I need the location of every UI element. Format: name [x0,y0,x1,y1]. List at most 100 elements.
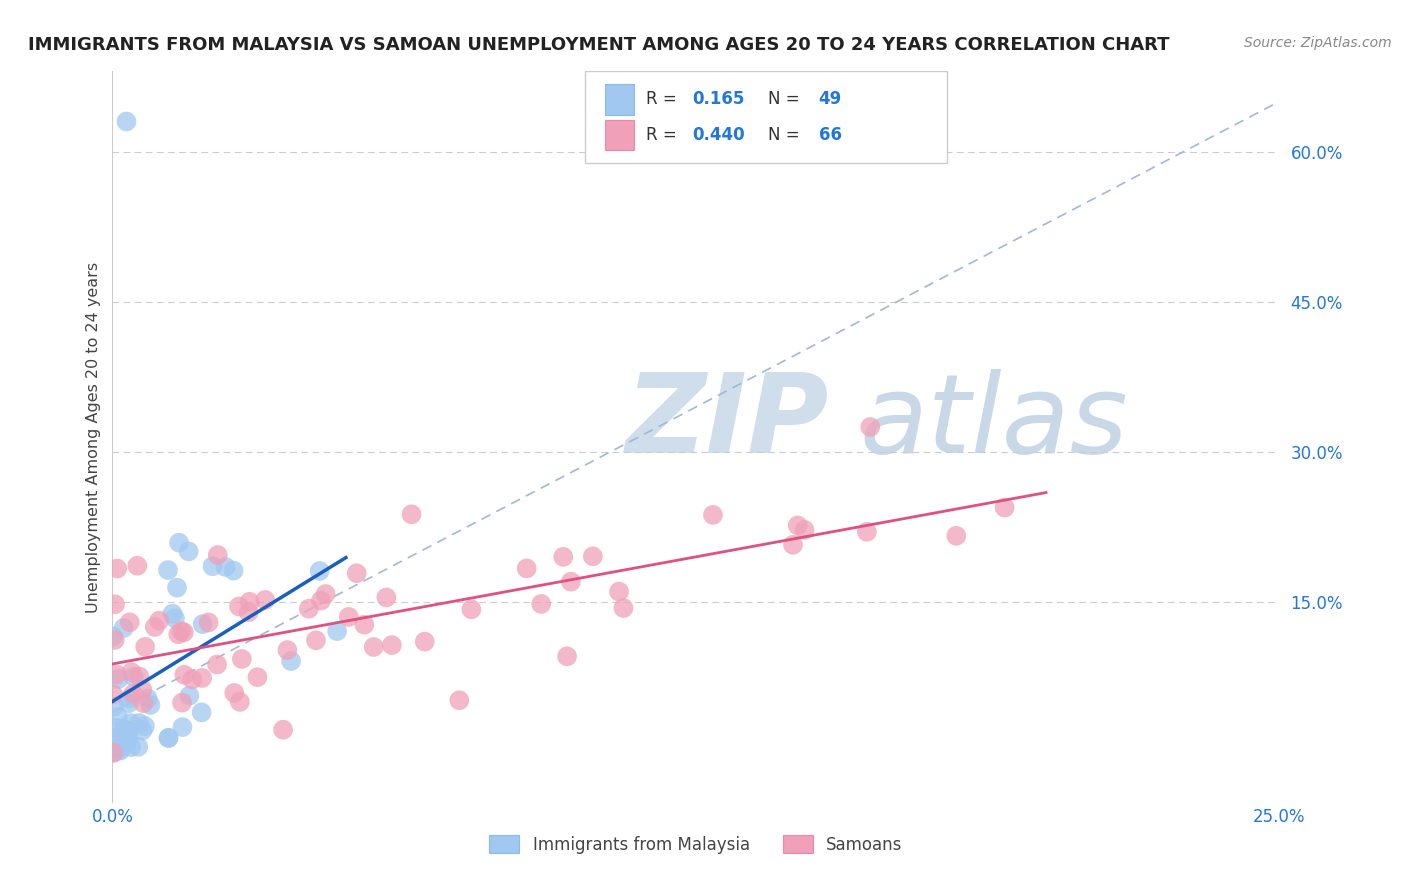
Point [229,695,252,709]
Text: IMMIGRANTS FROM MALAYSIA VS SAMOAN UNEMPLOYMENT AMONG AGES 20 TO 24 YEARS CORREL: IMMIGRANTS FROM MALAYSIA VS SAMOAN UNEMP… [28,36,1170,54]
Point [118,724,141,739]
Point [375,591,398,605]
Point [413,634,436,648]
Point [401,508,423,522]
Point [104,597,127,611]
Point [363,640,385,654]
Point [162,607,184,621]
Point [381,638,404,652]
Point [101,687,124,701]
Point [108,741,131,756]
Point [163,611,186,625]
Point [530,597,553,611]
Text: 66: 66 [818,126,842,144]
Point [103,738,125,752]
Point [122,670,145,684]
Point [131,723,153,738]
Point [859,420,882,434]
Point [782,538,804,552]
Point [214,560,236,574]
Point [157,731,180,745]
Point [228,599,250,614]
Text: ZIP: ZIP [626,369,830,476]
Point [276,643,298,657]
Point [607,584,630,599]
Point [224,686,246,700]
Point [143,620,166,634]
Point [105,561,128,575]
Point [112,739,135,753]
Point [173,625,195,640]
Point [121,665,143,680]
Point [173,668,195,682]
Point [702,508,724,522]
Point [337,610,360,624]
Point [112,621,135,635]
Point [201,559,224,574]
Point [231,652,253,666]
Point [238,605,260,619]
Point [222,564,245,578]
Point [271,723,294,737]
Point [117,724,139,739]
Text: R =: R = [645,126,682,144]
Point [120,740,142,755]
Point [207,548,229,562]
Point [170,624,193,639]
Point [118,696,141,710]
Point [181,673,204,687]
Point [127,739,149,754]
Point [191,617,214,632]
Point [315,587,337,601]
Point [516,561,538,575]
Point [191,671,214,685]
Point [112,722,135,736]
Point [148,614,170,628]
Point [127,558,149,573]
Point [167,627,190,641]
Point [166,581,188,595]
Point [157,563,180,577]
Point [309,593,332,607]
Text: 0.440: 0.440 [693,126,745,144]
Point [122,687,145,701]
Point [305,633,328,648]
Point [582,549,605,564]
Point [118,615,141,630]
Point [103,746,125,760]
Point [107,672,129,686]
Point [101,746,124,760]
Point [105,667,128,681]
Bar [605,84,634,114]
Point [298,601,321,615]
Text: R =: R = [645,90,682,108]
Point [101,629,124,643]
Text: atlas: atlas [859,369,1128,476]
Point [172,720,194,734]
Point [115,735,138,749]
Point [353,617,375,632]
Point [553,549,575,564]
Point [110,743,132,757]
Point [786,518,808,533]
Point [128,715,150,730]
Point [326,624,349,639]
Point [555,649,578,664]
Text: 49: 49 [818,90,842,108]
Point [346,566,368,581]
Text: Source: ZipAtlas.com: Source: ZipAtlas.com [1244,36,1392,50]
Point [994,500,1017,515]
Point [104,721,127,735]
Point [793,523,815,537]
Point [117,731,139,746]
Point [170,696,193,710]
Point [134,640,156,654]
Point [254,593,277,607]
Point [612,601,634,615]
Point [115,723,138,738]
Text: 0.165: 0.165 [693,90,745,108]
Point [132,696,155,710]
Point [157,731,180,745]
Point [104,632,127,647]
Point [449,693,471,707]
